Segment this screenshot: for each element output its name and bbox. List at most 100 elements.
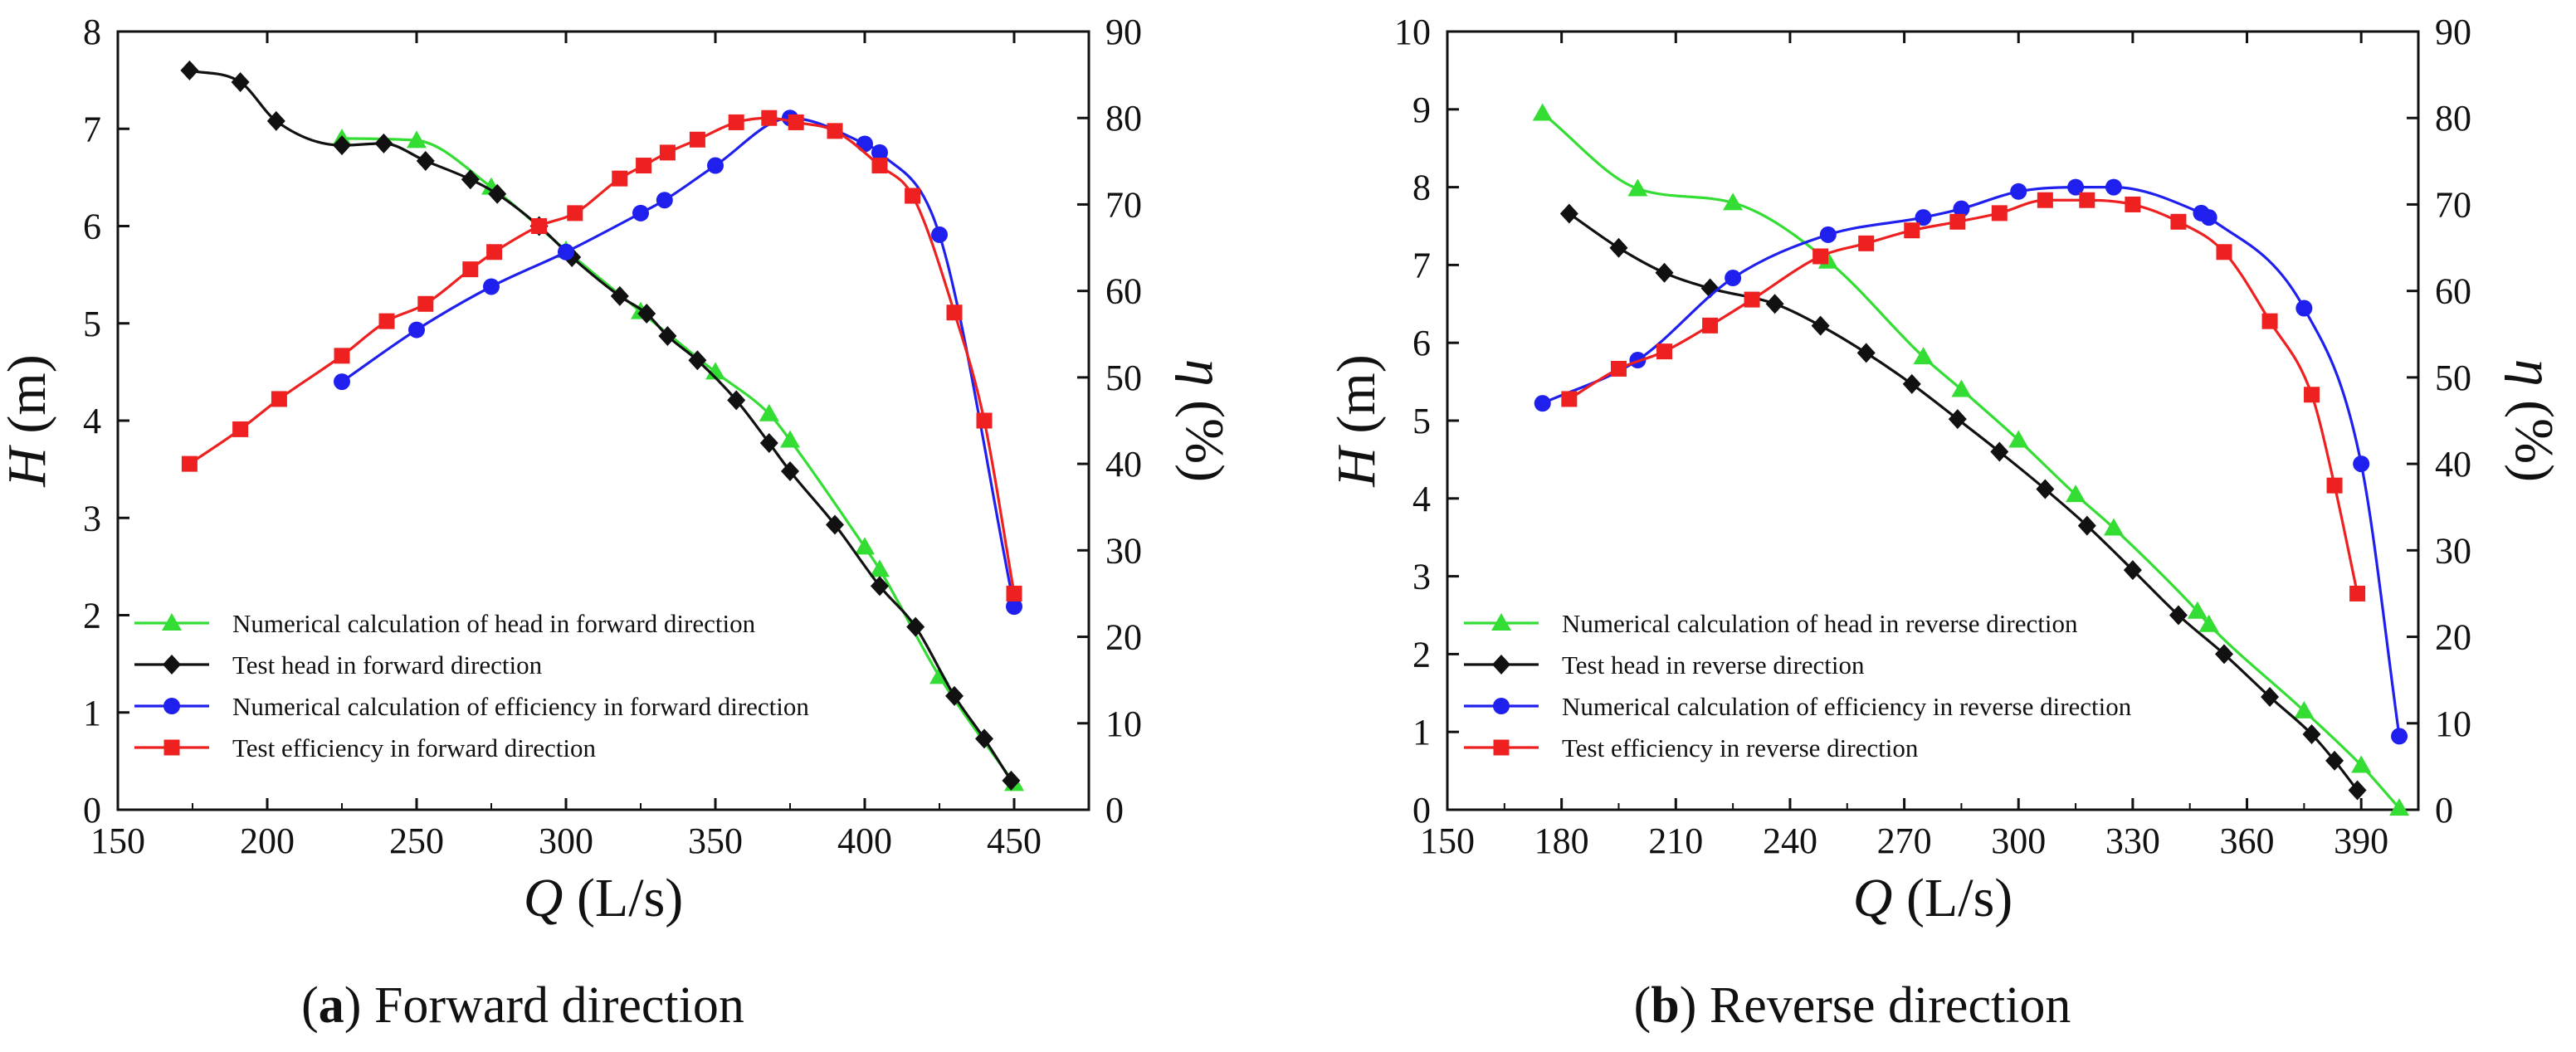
series-numerical-calculation-of-efficiency-in-reverse-direction	[1534, 178, 2408, 745]
data-point	[855, 537, 875, 555]
data-point	[1610, 360, 1627, 377]
data-point	[612, 170, 628, 187]
y-right-tick-label: 20	[1105, 617, 1142, 658]
legend-label: Test efficiency in reverse direction	[1562, 733, 1919, 762]
legend-marker	[163, 698, 180, 714]
series-numerical-calculation-of-efficiency-in-forward-direction	[334, 110, 1022, 616]
x-tick-label: 300	[539, 821, 593, 861]
data-point	[232, 421, 249, 437]
data-point	[334, 348, 350, 364]
data-point	[1949, 213, 1966, 230]
caption-letter: a	[319, 977, 344, 1034]
y-left-tick-label: 5	[1412, 401, 1431, 441]
data-point	[707, 157, 724, 174]
legend-label: Numerical calculation of head in forward…	[232, 609, 756, 638]
y-right-tick-label: 20	[2435, 617, 2471, 658]
legend-label: Test efficiency in forward direction	[232, 733, 596, 762]
x-axis: 150 180 210 240 270 300 330 360 390	[1420, 32, 2388, 861]
legend-marker	[163, 655, 181, 675]
data-point	[689, 131, 705, 148]
legend-marker	[1491, 613, 1511, 631]
data-point	[1532, 103, 1553, 121]
y-left-tick-label: 8	[1412, 168, 1431, 208]
data-point	[1953, 200, 1970, 217]
data-point	[1725, 270, 1742, 287]
legend-label: Test head in reverse direction	[1562, 650, 1865, 679]
data-point	[1609, 237, 1628, 258]
data-point	[2067, 178, 2085, 196]
y-right-tick-label: 50	[2435, 358, 2471, 398]
data-point	[637, 304, 656, 324]
data-point	[2351, 755, 2372, 773]
data-point	[266, 110, 285, 131]
y-right-tick-label: 40	[2435, 444, 2471, 485]
y-right-tick-label: 10	[2435, 704, 2471, 744]
x-axis-title-variable: Q	[524, 868, 564, 928]
data-point	[2079, 192, 2095, 208]
data-point	[1856, 343, 1876, 363]
y-left-axis-title: H (m)	[0, 354, 57, 487]
y-right-tick-label: 10	[1105, 704, 1142, 744]
data-point	[1006, 585, 1022, 601]
x-tick-label: 400	[837, 821, 892, 861]
y-left-tick-label: 8	[83, 12, 101, 52]
data-point	[483, 278, 500, 295]
data-point	[780, 430, 800, 448]
data-point	[906, 616, 925, 637]
data-point	[2325, 750, 2344, 771]
caption-text: Forward direction	[374, 977, 744, 1034]
panel-caption: (b) Reverse direction	[1634, 977, 2071, 1034]
x-tick-label: 200	[240, 821, 295, 861]
data-point	[2170, 213, 2187, 230]
x-tick-label: 350	[688, 821, 743, 861]
legend-item: Test head in forward direction	[134, 650, 543, 679]
series-test-efficiency-in-forward-direction	[181, 110, 1022, 601]
y-right-tick-label: 30	[1105, 530, 1142, 571]
y-right-tick-label: 30	[2435, 530, 2471, 571]
data-point	[1948, 409, 1967, 430]
data-point	[658, 325, 677, 346]
data-point	[1765, 294, 1784, 314]
data-point	[1702, 317, 1719, 334]
y-right-tick-label: 60	[1105, 271, 1142, 312]
data-point	[417, 295, 434, 312]
y-right-axis-title-unit: (%)	[1174, 400, 1235, 482]
data-point	[378, 313, 395, 329]
y-left-tick-label: 7	[83, 109, 101, 149]
data-point	[2037, 192, 2053, 208]
data-point	[1991, 205, 2008, 222]
data-point	[416, 150, 435, 171]
data-point	[567, 205, 583, 222]
y-left-tick-label: 1	[83, 693, 101, 733]
data-point	[1559, 203, 1578, 224]
data-point	[531, 218, 548, 234]
x-tick-label: 450	[987, 821, 1042, 861]
panel-forward-direction: 150 200 250 300 350 400 4500123456780102030405…	[0, 12, 1235, 1034]
data-point	[558, 243, 574, 261]
y-left-axis-title-variable: H	[1326, 445, 1387, 488]
data-point	[374, 133, 393, 153]
data-point	[407, 130, 427, 149]
legend-marker	[1492, 655, 1510, 675]
legend-item: Numerical calculation of efficiency in f…	[134, 692, 809, 721]
data-point	[946, 304, 963, 321]
y-left-tick-label: 4	[1412, 479, 1431, 519]
series-test-head-in-reverse-direction	[1559, 203, 2367, 801]
data-point	[1819, 226, 1837, 243]
legend: Numerical calculation of head in forward…	[134, 609, 809, 762]
legend: Numerical calculation of head in reverse…	[1464, 609, 2132, 762]
data-point	[1904, 222, 1920, 239]
data-point	[688, 350, 707, 371]
data-point	[659, 144, 676, 161]
data-point	[871, 158, 888, 174]
legend-marker	[162, 613, 182, 631]
series-line	[188, 116, 1016, 594]
data-point	[2036, 479, 2055, 499]
data-point	[1902, 373, 1921, 394]
data-point	[2103, 518, 2124, 536]
data-point	[1913, 347, 1934, 365]
series-line	[341, 137, 1016, 785]
y-right-tick-label: 40	[1105, 444, 1142, 485]
y-left-axis-title-unit: (m)	[1326, 354, 1387, 433]
legend-label: Test head in forward direction	[232, 650, 543, 679]
